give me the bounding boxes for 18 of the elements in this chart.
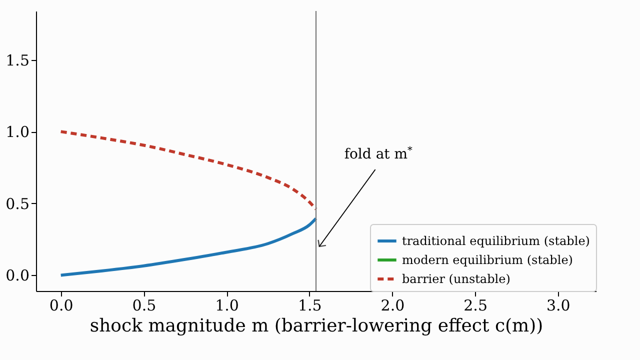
x-tick-label: 2.5	[464, 296, 488, 314]
line-series	[59, 130, 318, 211]
x-tick-label: 2.0	[380, 296, 405, 314]
x-tick-label: 1.5	[298, 296, 322, 314]
y-tick-label: 1.0	[6, 123, 30, 142]
y-tick-label: 0.0	[6, 266, 30, 285]
x-tick-label: 0.0	[49, 296, 74, 314]
x-tick-label: 0.5	[132, 296, 156, 314]
legend-label: modern equilibrium (stable)	[402, 253, 573, 267]
y-tick-label: 1.5	[6, 51, 30, 70]
legend-label: barrier (unstable)	[402, 272, 510, 286]
x-tick-label: 1.0	[215, 296, 239, 314]
x-tick-label: 3.0	[546, 296, 570, 314]
line-series	[59, 216, 318, 277]
legend-label: traditional equilibrium (stable)	[402, 234, 590, 248]
annotation: fold at m$^{*}$	[344, 144, 413, 162]
y-tick-label: 0.5	[6, 194, 30, 213]
x-axis-title: shock magnitude m (barrier-lowering effect c(m))	[90, 316, 544, 336]
